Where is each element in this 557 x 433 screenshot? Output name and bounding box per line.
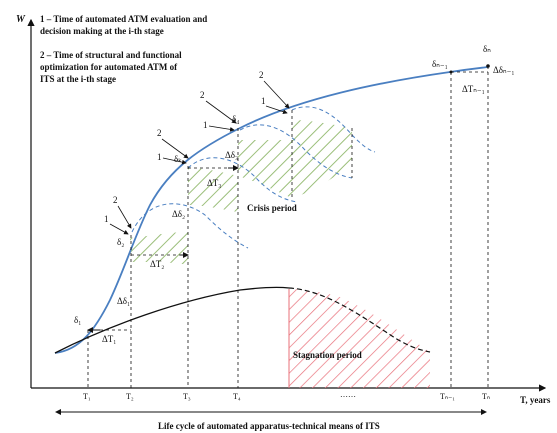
delta-T-2: ΔT₂ [150, 259, 164, 269]
stagnation-period-label: Stagnation period [293, 350, 362, 360]
y-axis-label: W [16, 14, 26, 25]
legend-line-5: ITS at the i-th stage [40, 74, 116, 84]
decline-branch-3 [239, 124, 353, 179]
crisis-hatch-4 [292, 120, 352, 198]
tick-T2: T₂ [126, 392, 134, 401]
crisis-hatch-3 [238, 140, 292, 198]
axis-ellipsis: …… [340, 390, 356, 399]
crisis-hatch-2 [188, 168, 238, 212]
point-delta-1: δ₁ [74, 315, 81, 325]
point-delta-2: δ₂ [117, 237, 124, 247]
marker-2-stage5: 2 [259, 70, 264, 80]
marker-2-stage4-leader [205, 100, 237, 124]
crisis-period-label: Crisis period [247, 203, 297, 213]
marker-1-stage5-leader [265, 105, 288, 115]
delta-T-1: ΔT₁ [102, 334, 116, 344]
point-delta-k: δₖ [174, 154, 182, 164]
marker-2-stage3-leader [161, 138, 189, 159]
legend-line-2: decision making at the i-th stage [40, 26, 164, 36]
marker-2-stage2: 2 [113, 195, 118, 205]
legend-line-1: 1 – Time of automated ATM evaluation and [40, 14, 207, 24]
delta-delta-2: Δδ₂ [172, 209, 185, 219]
decline-branch-2 [187, 157, 299, 203]
marker-1-stage2: 1 [104, 214, 109, 224]
marker-1-stage2-leader [109, 223, 129, 235]
delta-delta-3: Δδ₃ [225, 150, 238, 160]
decline-branch-1 [131, 203, 249, 249]
delta-delta-n1: Δδₙ₋₁ [493, 65, 515, 75]
legend-line-4: optimization for automated ATM of [40, 62, 178, 72]
delta-delta-1: Δδ₁ [117, 296, 130, 306]
stagnation-curve [54, 286, 290, 354]
delta-T-n1: ΔTₙ₋₁ [462, 84, 485, 94]
marker-2-stage3: 2 [157, 128, 162, 138]
marker-1-stage3-leader [162, 157, 187, 165]
marker-1-stage3: 1 [157, 152, 162, 162]
marker-1-stage4-leader [208, 125, 235, 132]
marker-1-stage4: 1 [203, 120, 208, 130]
tick-T4: T₄ [233, 392, 241, 401]
crisis-hatch-1 [130, 232, 188, 265]
tick-T1: T₁ [83, 392, 91, 401]
marker-1-stage5: 1 [261, 96, 266, 106]
marker-2-stage4: 2 [200, 90, 205, 100]
point-delta-n: δₙ [483, 44, 491, 54]
stagnation-curve-dashed [288, 287, 431, 353]
stagnation-hatch [289, 289, 430, 388]
marker-2-stage2-leader [117, 205, 132, 229]
tick-Tn1: Tₙ₋₁ [440, 392, 455, 401]
point-delta-n1: δₙ₋₁ [432, 59, 448, 69]
marker-2-stage5-leader [263, 80, 290, 109]
point-dot-n [486, 64, 490, 68]
tick-T3: T₃ [183, 392, 191, 401]
delta-T-3: ΔT₃ [207, 178, 221, 188]
tick-Tn: Tₙ [482, 392, 490, 401]
legend-line-3: 2 – Time of structural and functional [40, 50, 182, 60]
x-axis-label: T, years [520, 395, 551, 405]
point-dot-n1 [449, 70, 453, 74]
lifecycle-label: Life cycle of automated apparatus-techni… [158, 421, 380, 431]
point-delta-4: δ₄ [232, 114, 239, 124]
